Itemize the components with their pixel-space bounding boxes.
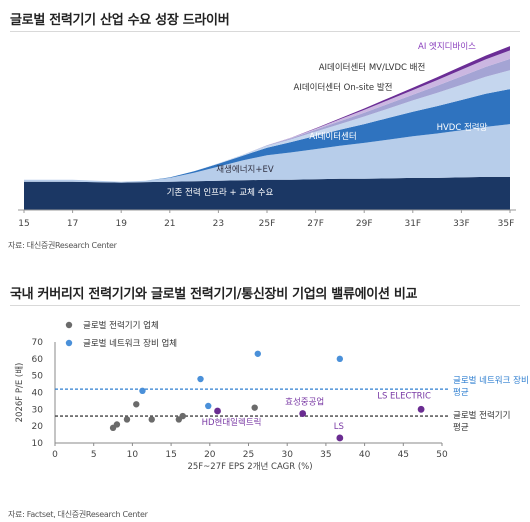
point-global-power [123,416,131,423]
series-label-hvdc-전력망: HVDC 전력망 [437,122,488,133]
series-label-ai데이터센터-mv-lvdc-배전: AI데이터센터 MV/LVDC 배전 [319,62,426,73]
y-tick-label: 60 [32,355,44,365]
series-label-ai데이터센터: AI데이터센터 [309,131,356,142]
legend-label-network: 글로벌 네트워크 장비 업체 [83,338,177,349]
point-label-효성중공업: 효성중공업 [285,398,324,408]
legend-marker-network [65,339,73,347]
x-tick-label: 23 [213,219,224,229]
point-label-ls: LS [334,422,344,432]
area-기존-전력-인프라-교체-수요 [24,176,510,210]
x-tick-label: 17 [67,219,78,229]
x-tick-label: 45 [398,450,409,460]
x-tick-label: 15 [165,450,176,460]
y-tick-label: 70 [32,338,44,348]
chart1-title-rule [10,31,520,32]
x-tick-label: 0 [52,450,58,460]
x-tick-label: 29F [356,219,373,229]
point-global-power [133,401,140,408]
x-tick-label: 35 [320,450,331,460]
x-tick-label: 25F [259,219,276,229]
x-tick-label: 25 [243,450,254,460]
x-tick-label: 21 [164,219,175,229]
area-재생에너지-ev [24,124,510,183]
x-tick-label: 50 [436,450,448,460]
point-ls [336,434,344,442]
chart2-title: 국내 커버리지 전력기기와 글로벌 전력기기/통신장비 기업의 밸류에이션 비교 [10,287,418,302]
reference-label-0: 글로벌 네트워크 장비 평균 [453,375,529,398]
chart2-source: 자료: Factset, 대신증권Research Center [8,510,148,519]
series-label-기존-전력-인프라-교체-수요: 기존 전력 인프라 + 교체 수요 [167,187,274,198]
x-tick-label: 20 [204,450,216,460]
point-global-power [148,416,155,423]
chart1-title: 글로벌 전력기기 산업 수요 성장 드라이버 [10,13,230,28]
point-global-network [139,387,146,395]
x-tick-label: 5 [91,450,97,460]
point-hd현대일렉트릭 [214,407,221,415]
x-tick-label: 30 [281,450,293,460]
area-ai데이터센터 [24,89,510,182]
series-label-ai데이터센터-on-site-발전: AI데이터센터 On-site 발전 [294,82,393,93]
x-tick-label: 10 [127,450,139,460]
point-효성중공업 [299,410,307,417]
chart2-scatter-chart: 10 20 30 40 50 60 70 0 5 10 15 20 25 30 35 40 45 50 25F~27… [15,320,529,472]
point-global-power [251,404,258,411]
point-global-power [113,421,121,428]
chart2-title-rule [10,305,520,306]
x-tick-label: 35F [498,219,515,229]
series-label-재생에너지-ev: 재생에너지+EV [216,164,274,175]
chart1-source: 자료: 대신증권Research Center [8,241,117,250]
y-tick-label: 50 [32,372,44,382]
y-tick-label: 20 [32,422,44,432]
point-global-network [205,402,212,410]
series-label-ai-엣지디바이스: AI 엣지디바이스 [418,41,476,52]
point-global-network [336,355,344,363]
point-global-power [179,412,186,420]
y-axis-title: 2026F P/E (배) [15,363,25,423]
reference-label-1: 글로벌 전력기기 평균 [453,410,510,433]
x-tick-label: 33F [453,219,470,229]
point-label-hd현대일렉트릭: HD현대일렉트릭 [202,417,262,428]
legend-marker-power [65,321,73,329]
x-tick-label: 15 [18,219,29,229]
x-tick-label: 31F [404,219,421,229]
x-axis-title: 25F~27F EPS 2개년 CAGR (%) [187,461,312,472]
x-tick-label: 19 [115,219,127,229]
point-global-network [254,350,261,357]
y-tick-label: 30 [32,405,44,415]
point-global-network [197,375,204,383]
legend-label-power: 글로벌 전력기기 업체 [83,320,159,331]
x-tick-label: 27F [307,219,324,229]
y-tick-label: 10 [32,439,44,449]
point-label-ls-electric: LS ELECTRIC [377,391,431,401]
point-ls-electric [417,405,425,413]
x-tick-label: 40 [359,450,371,460]
y-tick-label: 40 [32,389,44,399]
chart1-area-chart: 15 17 19 21 23 25F 27F 29F 31F 33F 35F 기존 전력 인프라 + … [18,41,516,229]
